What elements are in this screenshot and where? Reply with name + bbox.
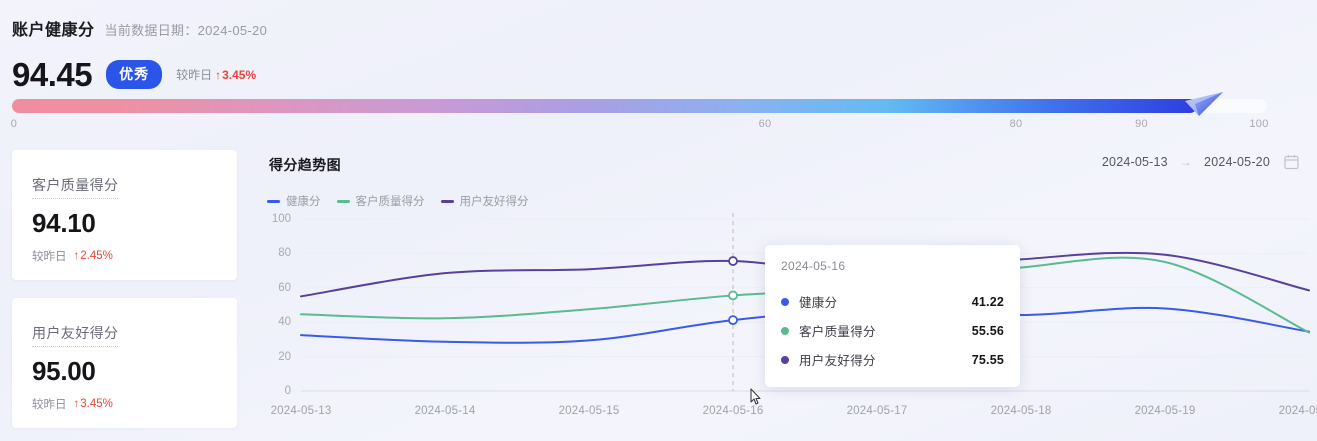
- card-delta: 较昨日 ↑ 2.45%: [32, 248, 113, 264]
- card-title: 客户质量得分: [32, 175, 119, 199]
- tooltip-series-dot-icon: [781, 326, 789, 335]
- health-score-value: 94.45: [12, 56, 93, 93]
- x-axis-label: 2024-05-13: [270, 405, 332, 417]
- series-point-0: [728, 315, 738, 326]
- chart-legend: 健康分 客户质量得分 用户友好得分: [267, 193, 529, 209]
- x-axis-label: 2024-05-18: [990, 405, 1052, 417]
- y-axis-label: 80: [278, 247, 291, 260]
- x-axis-label: 2024-05-15: [558, 405, 620, 417]
- legend-swatch-icon: [440, 199, 454, 203]
- x-axis-label: 2024-05-16: [702, 405, 764, 417]
- arrow-up-icon: ↑: [73, 398, 80, 410]
- card-user-friendly: 用户友好得分 95.00 较昨日 ↑ 3.45%: [12, 298, 237, 428]
- score-delta-label: 较昨日: [176, 68, 213, 82]
- chart-title: 得分趋势图: [269, 157, 341, 173]
- x-axis-label: 2024-05-20: [1278, 405, 1317, 417]
- gauge-fill: [12, 99, 1198, 113]
- tooltip-series-name: 客户质量得分: [799, 325, 876, 339]
- y-axis-label: 60: [278, 281, 291, 294]
- card-delta: 较昨日 ↑ 3.45%: [32, 396, 113, 412]
- score-delta-up: ↑ 3.45%: [215, 68, 256, 82]
- tooltip-series-value: 41.22: [971, 294, 1004, 309]
- legend-swatch-icon: [267, 199, 280, 203]
- tooltip-series-value: 75.55: [971, 352, 1004, 367]
- arrow-up-icon: ↑: [215, 67, 222, 82]
- tooltip-series-name: 健康分: [799, 296, 838, 310]
- score-summary: 94.45 优秀 较昨日 ↑ 3.45%: [12, 58, 256, 91]
- y-axis-label: 20: [278, 350, 291, 363]
- x-axis-label: 2024-05-19: [1134, 405, 1196, 417]
- gauge-tick-60: 60: [758, 118, 772, 130]
- tooltip-series-dot-icon: [781, 355, 789, 364]
- tooltip-series-name: 用户友好得分: [799, 354, 876, 368]
- legend-item-2[interactable]: 用户友好得分: [440, 193, 529, 209]
- card-delta-value: 3.45%: [80, 398, 113, 410]
- y-axis-label: 100: [271, 213, 291, 225]
- page-title: 账户健康分: [12, 22, 95, 39]
- gauge-tick-0: 0: [10, 118, 18, 130]
- legend-swatch-icon: [336, 199, 350, 203]
- chart-tooltip: 2024-05-16 健康分 41.22 客户质量得分 55.56 用户友好得分 75.5…: [765, 245, 1020, 387]
- gauge-pointer-marker: [1183, 90, 1227, 118]
- date-range-start[interactable]: 2024-05-13: [1101, 155, 1168, 169]
- arrow-up-icon: ↑: [73, 250, 80, 262]
- score-delta-value: 3.45%: [222, 67, 257, 82]
- y-axis-label: 0: [284, 385, 291, 397]
- tooltip-series-dot-icon: [781, 297, 789, 306]
- card-value: 95.00: [32, 356, 96, 386]
- tooltip-row: 客户质量得分 55.56: [781, 316, 1004, 345]
- health-gauge-bar: [12, 92, 1267, 116]
- gauge-tick-90: 90: [1135, 118, 1148, 130]
- mouse-cursor-icon: [748, 388, 764, 408]
- arrow-right-icon: →: [1179, 155, 1193, 169]
- x-axis-label: 2024-05-17: [846, 405, 908, 417]
- series-point-2: [728, 256, 738, 266]
- gauge-tick-100: 100: [1249, 118, 1269, 130]
- legend-label: 客户质量得分: [355, 196, 425, 208]
- current-data-date: 当前数据日期：2024-05-20: [104, 23, 268, 38]
- score-delta: 较昨日 ↑ 3.45%: [176, 66, 256, 83]
- date-range-picker[interactable]: 2024-05-13 → 2024-05-20: [1102, 155, 1270, 169]
- x-axis-label: 2024-05-14: [414, 405, 476, 417]
- page-header: 账户健康分 当前数据日期：2024-05-20: [12, 16, 267, 40]
- gauge-tick-80: 80: [1009, 118, 1023, 130]
- tooltip-row: 用户友好得分 75.55: [781, 345, 1004, 374]
- date-range-end[interactable]: 2024-05-20: [1204, 155, 1270, 169]
- card-value: 94.10: [32, 208, 96, 238]
- card-delta-up: ↑ 2.45%: [74, 250, 113, 262]
- card-delta-label: 较昨日: [32, 399, 67, 411]
- status-badge: 优秀: [106, 60, 163, 89]
- card-delta-value: 2.45%: [80, 250, 113, 262]
- legend-item-1[interactable]: 客户质量得分: [336, 193, 425, 209]
- legend-label: 健康分: [286, 196, 321, 208]
- series-point-1: [728, 290, 738, 301]
- card-delta-label: 较昨日: [32, 251, 67, 263]
- calendar-icon[interactable]: [1284, 154, 1299, 170]
- card-customer-quality: 客户质量得分 94.10 较昨日 ↑ 2.45%: [12, 150, 237, 280]
- gauge-scale: 0 60 80 90 100: [0, 118, 1317, 134]
- tooltip-series-value: 55.56: [971, 323, 1004, 338]
- legend-label: 用户友好得分: [459, 196, 529, 208]
- card-delta-up: ↑ 3.45%: [74, 398, 113, 410]
- y-axis-label: 40: [278, 316, 291, 329]
- tooltip-rows: 健康分 41.22 客户质量得分 55.56 用户友好得分 75.55: [781, 287, 1004, 374]
- card-title: 用户友好得分: [32, 323, 119, 347]
- tooltip-date: 2024-05-16: [781, 259, 846, 273]
- legend-item-0[interactable]: 健康分: [267, 193, 321, 209]
- tooltip-row: 健康分 41.22: [781, 287, 1004, 316]
